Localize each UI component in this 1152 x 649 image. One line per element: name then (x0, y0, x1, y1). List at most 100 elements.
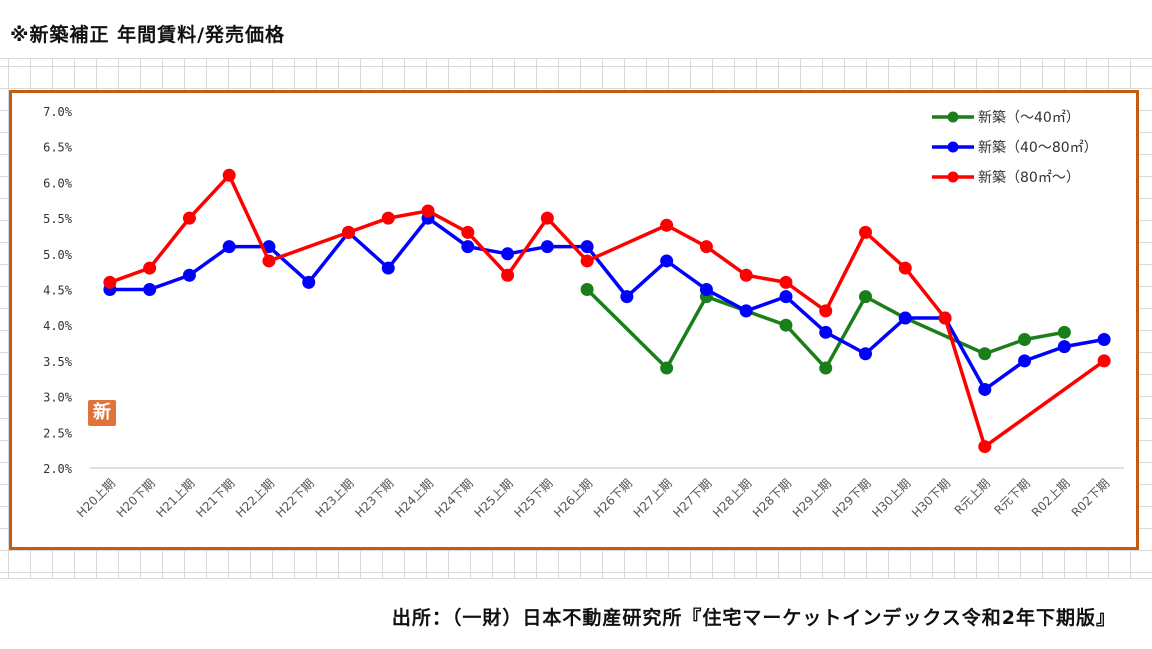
data-point (501, 268, 515, 282)
x-tick-label: H20上期 (74, 476, 118, 520)
data-point (501, 247, 515, 261)
data-point (540, 240, 554, 254)
x-tick-label: H28上期 (710, 476, 754, 520)
x-tick-label: R02下期 (1069, 476, 1113, 520)
legend-swatch-marker (947, 171, 959, 183)
data-point (461, 240, 475, 254)
x-tick-label: H28下期 (750, 476, 794, 520)
data-point (580, 283, 594, 296)
legend-item: 新築（80㎡～） (932, 170, 1080, 186)
data-point (978, 382, 992, 396)
x-tick-label: R元下期 (991, 476, 1032, 517)
x-tick-label: R02上期 (1029, 476, 1073, 520)
source-note: 出所：（一財）日本不動産研究所『住宅マーケットインデックス令和2年下期版』 (391, 607, 1116, 629)
legend-item: 新築（～40㎡） (932, 110, 1080, 126)
data-point (898, 311, 912, 325)
legend-item: 新築（40～80㎡） (932, 140, 1098, 156)
data-point (819, 361, 833, 375)
y-tick-label: 7.0% (43, 105, 73, 119)
data-point (580, 254, 594, 268)
data-point (898, 261, 912, 275)
data-point (620, 290, 634, 304)
data-point (660, 218, 674, 232)
x-tick-label: H25下期 (511, 476, 555, 520)
data-point (699, 283, 713, 296)
data-point (859, 225, 872, 239)
data-point (779, 318, 793, 332)
data-point (739, 304, 753, 318)
data-point (1057, 325, 1071, 339)
y-tick-label: 2.0% (43, 462, 73, 476)
data-point (182, 211, 196, 225)
title-band (0, 0, 1152, 59)
data-point (1018, 354, 1032, 368)
data-point (938, 311, 952, 325)
y-tick-label: 3.5% (43, 355, 73, 369)
x-tick-label: H21下期 (193, 476, 237, 520)
x-tick-label: H26上期 (551, 476, 595, 520)
chart-frame[interactable]: 2.0% 2.5% 3.0% 3.5% 4.0% 4.5% 5.0% 5.5% 6.0% 6.5%… (9, 90, 1139, 550)
x-axis-labels: H20上期H20下期H21上期H21下期H22上期H22下期H23上期H23下期… (74, 476, 1112, 520)
x-tick-label: H30上期 (869, 476, 913, 520)
data-point (739, 268, 753, 282)
x-tick-label: H27下期 (670, 476, 714, 520)
series-line (109, 216, 1105, 392)
data-point (660, 361, 674, 375)
data-point (143, 283, 157, 296)
y-tick-label: 4.0% (43, 319, 73, 333)
data-point (819, 325, 833, 339)
x-tick-label: H24下期 (432, 476, 476, 520)
data-point (1057, 340, 1071, 354)
x-tick-label: H29上期 (790, 476, 834, 520)
y-tick-label: 5.0% (43, 248, 73, 262)
chart-legend: 新築（～40㎡） 新築（40～80㎡） 新築（80㎡～） (932, 110, 1098, 186)
x-tick-label: R元上期 (952, 476, 993, 517)
x-tick-label: H27上期 (631, 476, 675, 520)
data-point (779, 275, 793, 289)
x-tick-label: H26下期 (591, 476, 635, 520)
data-point (978, 440, 992, 454)
data-point (222, 240, 236, 254)
data-point (819, 304, 833, 318)
data-point (421, 204, 435, 218)
data-point (182, 268, 196, 282)
data-point (779, 290, 793, 304)
data-point (699, 240, 713, 254)
y-tick-label: 6.0% (43, 176, 73, 190)
data-point (222, 168, 236, 182)
data-point (1018, 332, 1032, 346)
data-point (262, 254, 276, 268)
y-tick-label: 2.5% (43, 426, 73, 440)
legend-swatch-marker (947, 141, 959, 153)
data-point (859, 347, 872, 361)
data-point (580, 240, 594, 254)
x-tick-label: H24上期 (392, 476, 436, 520)
legend-label: 新築（40～80㎡） (978, 140, 1098, 156)
legend-swatch-marker (947, 111, 959, 123)
y-tick-label: 5.5% (43, 212, 73, 226)
x-tick-label: H22上期 (233, 476, 277, 520)
data-point (461, 225, 475, 239)
data-point (540, 211, 554, 225)
y-axis-labels: 2.0% 2.5% 3.0% 3.5% 4.0% 4.5% 5.0% 5.5% 6.0% 6.5%… (43, 105, 73, 476)
data-point (381, 211, 395, 225)
data-point (978, 347, 992, 361)
data-point (1097, 332, 1111, 346)
data-point (302, 275, 316, 289)
legend-label: 新築（80㎡～） (978, 170, 1080, 186)
x-tick-label: H25上期 (472, 476, 516, 520)
legend-label: 新築（～40㎡） (978, 110, 1080, 126)
series-3 (103, 168, 1111, 454)
y-tick-label: 3.0% (43, 391, 73, 405)
x-tick-label: H21上期 (153, 476, 197, 520)
page-title: ※新築補正 年間賃料/発売価格 (10, 24, 286, 46)
data-point (342, 225, 355, 239)
x-tick-label: H23下期 (352, 476, 396, 520)
new-build-badge: 新 (88, 400, 116, 426)
data-point (143, 261, 157, 275)
series-line (109, 173, 1106, 449)
x-tick-label: H20下期 (114, 476, 158, 520)
series-layer (103, 168, 1111, 454)
x-tick-label: H22下期 (273, 476, 317, 520)
data-point (103, 275, 117, 289)
